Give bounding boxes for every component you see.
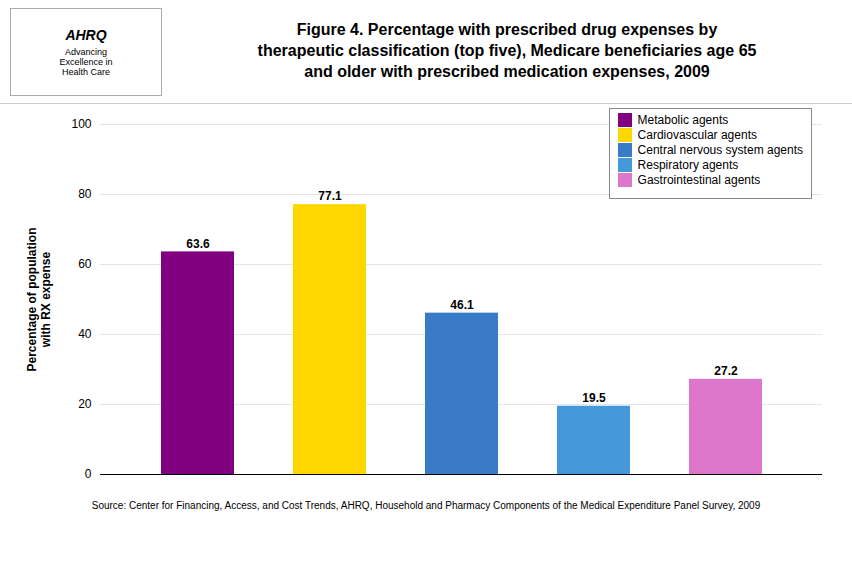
html-text:Central nervous system agents: Central nervous system agents xyxy=(637,143,803,157)
html-text:Respiratory agents: Respiratory agents xyxy=(637,158,739,172)
html-text:Figure 4. Percentage with pres: Figure 4. Percentage with prescribed dru… xyxy=(257,21,757,80)
html-text:Advancing Excellence in Health: Advancing Excellence in Health Care xyxy=(59,46,113,77)
svg-text:40: 40 xyxy=(78,327,92,341)
html-text:AHRQ: AHRQ xyxy=(65,26,107,43)
svg-text:46.1: 46.1 xyxy=(450,298,474,312)
svg-text:19.5: 19.5 xyxy=(582,391,606,405)
svg-text:100: 100 xyxy=(71,117,91,131)
html-text:Metabolic agents: Metabolic agents xyxy=(637,113,729,127)
svg-text:63.6: 63.6 xyxy=(186,237,210,251)
svg-text:Percentage of populationwith R: Percentage of populationwith RX expense xyxy=(25,227,53,371)
svg-text:0: 0 xyxy=(85,467,92,481)
svg-text:20: 20 xyxy=(78,397,92,411)
html-text:Cardiovascular agents: Cardiovascular agents xyxy=(637,128,757,142)
html-text:Gastrointestinal agents: Gastrointestinal agents xyxy=(637,173,761,187)
svg-text:77.1: 77.1 xyxy=(318,189,342,203)
svg-text:60: 60 xyxy=(78,257,92,271)
svg-text:80: 80 xyxy=(78,187,92,201)
svg-text:27.2: 27.2 xyxy=(714,364,738,378)
html-text:Source: Center for Financing,: Source: Center for Financing, Access, an… xyxy=(91,500,761,511)
